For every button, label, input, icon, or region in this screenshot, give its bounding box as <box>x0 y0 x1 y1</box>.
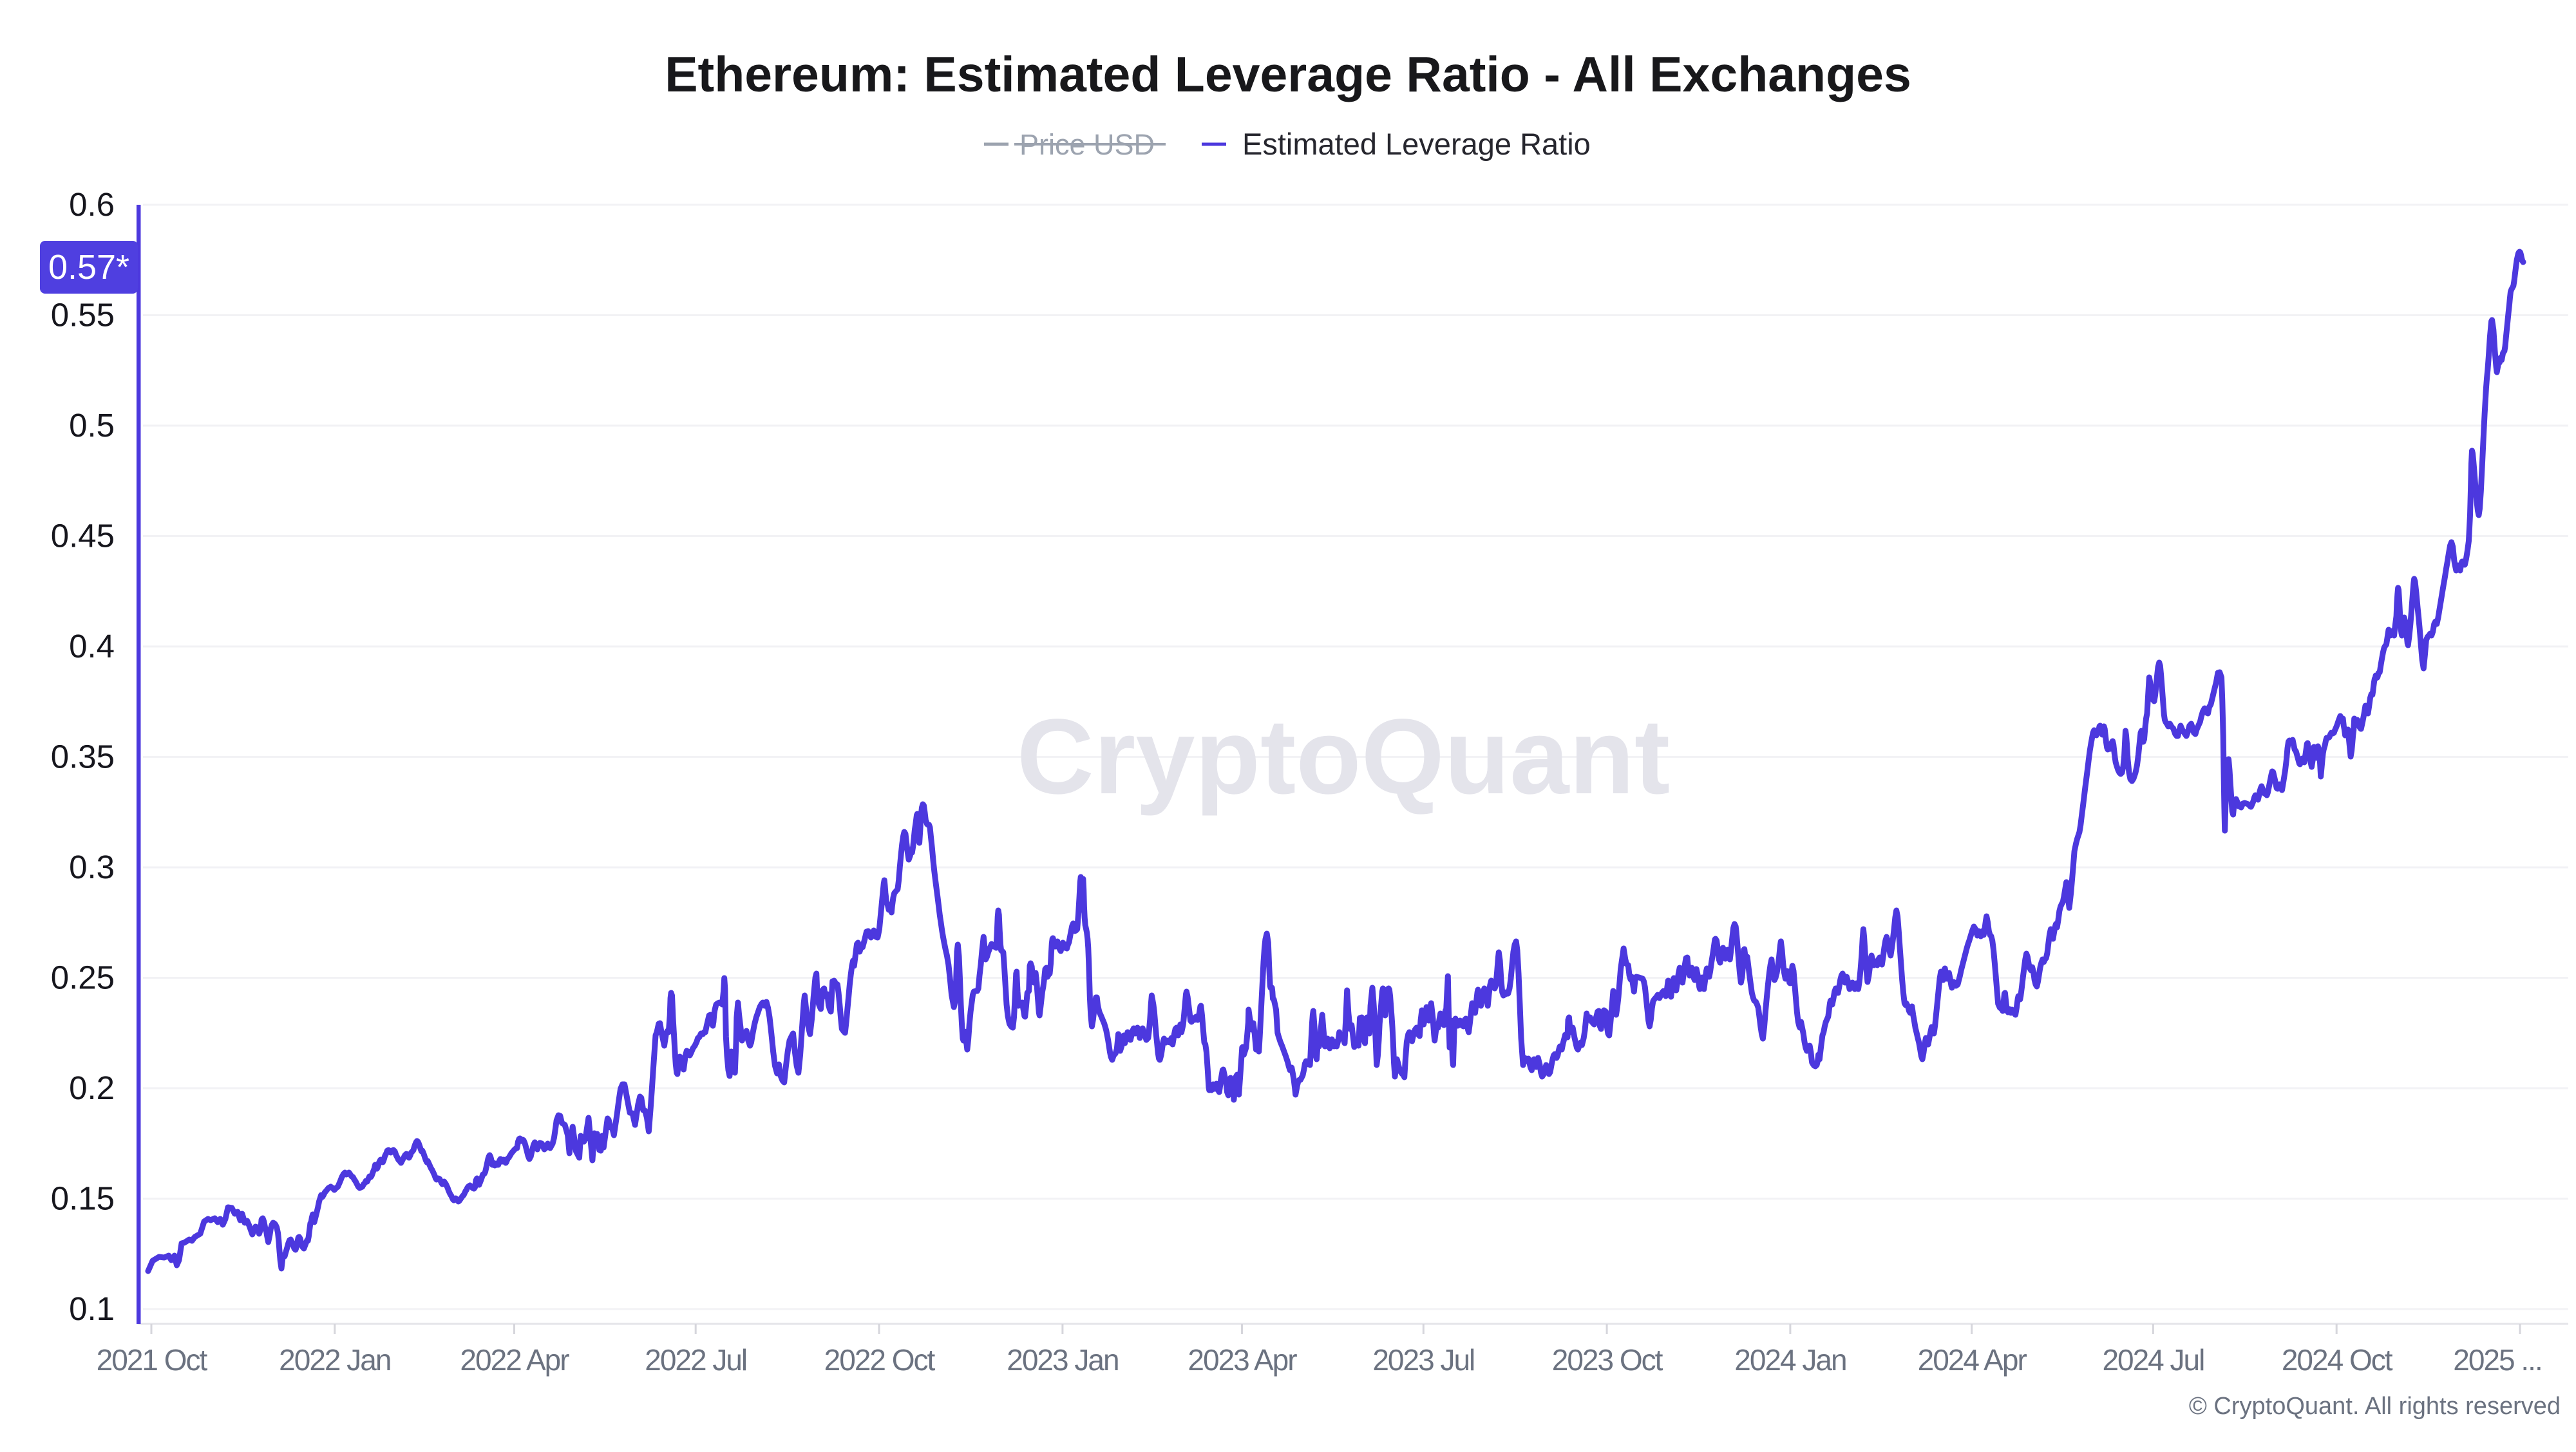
svg-text:0.4: 0.4 <box>69 628 115 665</box>
svg-text:2023 Apr: 2023 Apr <box>1188 1343 1297 1377</box>
svg-text:0.3: 0.3 <box>69 849 115 885</box>
svg-text:0.6: 0.6 <box>69 186 115 223</box>
svg-text:2023 Jul: 2023 Jul <box>1372 1343 1474 1377</box>
svg-text:0.1: 0.1 <box>69 1290 115 1327</box>
svg-text:0.35: 0.35 <box>51 739 115 775</box>
svg-text:0.55: 0.55 <box>51 297 115 334</box>
svg-text:0.2: 0.2 <box>69 1070 115 1106</box>
svg-text:0.25: 0.25 <box>51 959 115 996</box>
svg-text:0.15: 0.15 <box>51 1180 115 1217</box>
svg-text:2023 Jan: 2023 Jan <box>1007 1343 1118 1377</box>
svg-text:Ethereum: Estimated Leverage R: Ethereum: Estimated Leverage Ratio - All… <box>665 47 1911 102</box>
svg-text:© CryptoQuant. All rights rese: © CryptoQuant. All rights reserved <box>2189 1393 2561 1420</box>
svg-text:2022 Apr: 2022 Apr <box>460 1343 569 1377</box>
svg-text:2022 Jan: 2022 Jan <box>279 1343 390 1377</box>
svg-text:2023 Oct: 2023 Oct <box>1552 1343 1663 1377</box>
svg-text:2025 ...: 2025 ... <box>2453 1343 2541 1377</box>
svg-text:2024 Jul: 2024 Jul <box>2102 1343 2204 1377</box>
svg-text:2022 Oct: 2022 Oct <box>824 1343 936 1377</box>
svg-text:0.57*: 0.57* <box>48 248 129 287</box>
svg-text:2021 Oct: 2021 Oct <box>97 1343 208 1377</box>
svg-text:Estimated Leverage Ratio: Estimated Leverage Ratio <box>1242 127 1591 161</box>
svg-text:CryptoQuant: CryptoQuant <box>1017 697 1670 816</box>
svg-text:2024 Jan: 2024 Jan <box>1734 1343 1846 1377</box>
svg-text:2024 Apr: 2024 Apr <box>1918 1343 2027 1377</box>
svg-text:2022 Jul: 2022 Jul <box>645 1343 746 1377</box>
svg-text:0.5: 0.5 <box>69 407 115 444</box>
svg-text:2024 Oct: 2024 Oct <box>2282 1343 2393 1377</box>
svg-text:0.45: 0.45 <box>51 518 115 554</box>
